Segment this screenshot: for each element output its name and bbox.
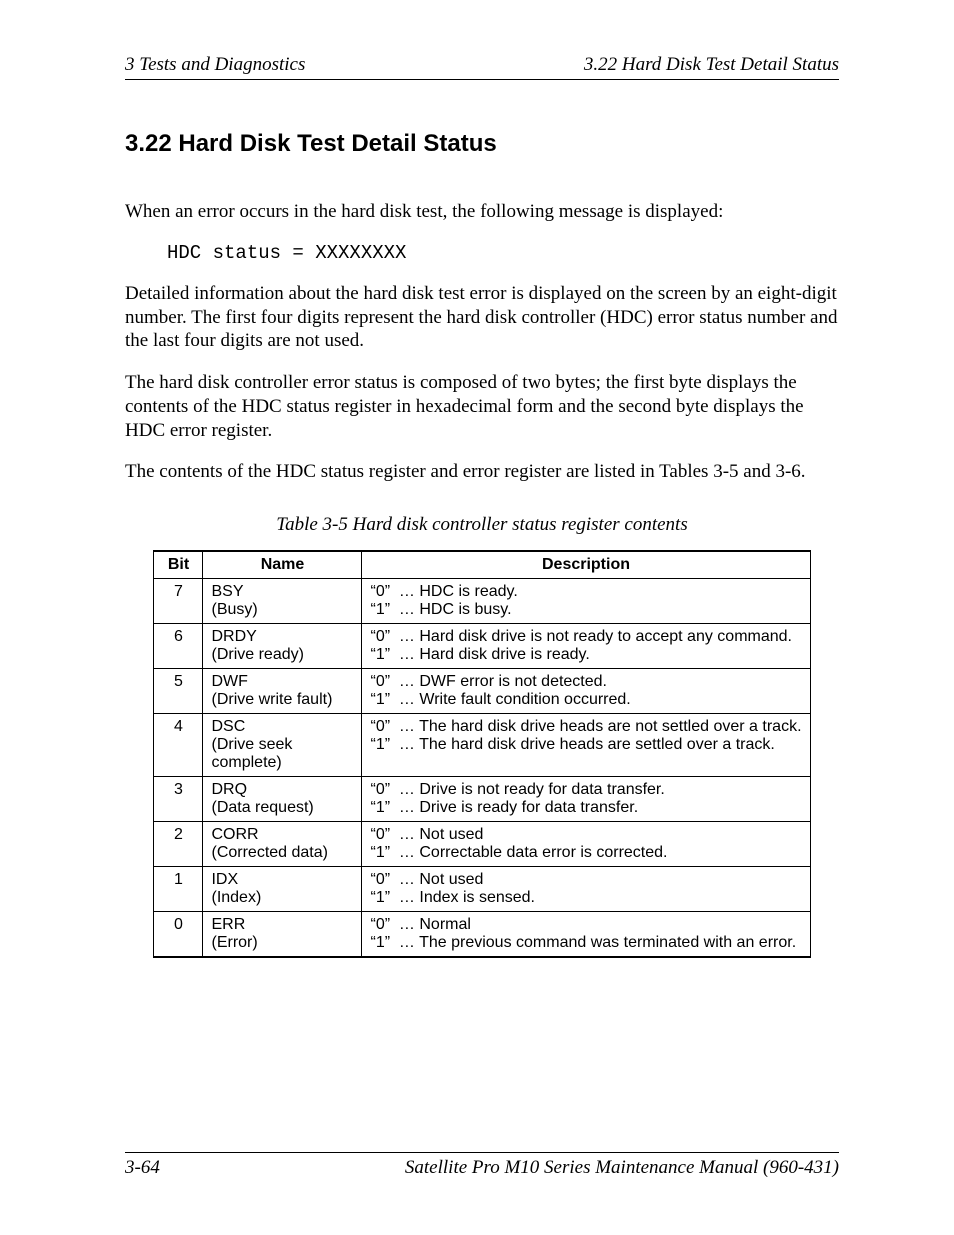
- cell-description: “0” … Normal“1” … The previous command w…: [362, 912, 810, 958]
- cell-name: DSC(Drive seek complete): [203, 714, 362, 777]
- footer-page-number: 3-64: [125, 1157, 160, 1179]
- cell-name: CORR(Corrected data): [203, 822, 362, 867]
- col-header-desc: Description: [362, 551, 810, 579]
- cell-name: IDX(Index): [203, 867, 362, 912]
- section-title: 3.22 Hard Disk Test Detail Status: [125, 130, 839, 158]
- table-row: 5DWF(Drive write fault)“0” … DWF error i…: [154, 669, 810, 714]
- cell-description: “0” … DWF error is not detected.“1” … Wr…: [362, 669, 810, 714]
- table-row: 4DSC(Drive seek complete)“0” … The hard …: [154, 714, 810, 777]
- cell-description: “0” … Not used“1” … Index is sensed.: [362, 867, 810, 912]
- status-register-table: Bit Name Description 7BSY(Busy)“0” … HDC…: [153, 550, 810, 958]
- table-body: 7BSY(Busy)“0” … HDC is ready.“1” … HDC i…: [154, 579, 810, 958]
- cell-bit: 3: [154, 777, 203, 822]
- cell-bit: 6: [154, 624, 203, 669]
- header-right: 3.22 Hard Disk Test Detail Status: [584, 54, 839, 76]
- cell-bit: 1: [154, 867, 203, 912]
- table-row: 6DRDY(Drive ready)“0” … Hard disk drive …: [154, 624, 810, 669]
- table-caption: Table 3-5 Hard disk controller status re…: [125, 514, 839, 536]
- cell-name: DWF(Drive write fault): [203, 669, 362, 714]
- cell-description: “0” … HDC is ready.“1” … HDC is busy.: [362, 579, 810, 624]
- page-footer: 3-64 Satellite Pro M10 Series Maintenanc…: [125, 1152, 839, 1179]
- cell-bit: 4: [154, 714, 203, 777]
- cell-bit: 0: [154, 912, 203, 958]
- cell-bit: 2: [154, 822, 203, 867]
- header-left: 3 Tests and Diagnostics: [125, 54, 305, 76]
- col-header-name: Name: [203, 551, 362, 579]
- cell-bit: 7: [154, 579, 203, 624]
- table-row: 1IDX(Index)“0” … Not used“1” … Index is …: [154, 867, 810, 912]
- code-sample: HDC status = XXXXXXXX: [167, 242, 839, 264]
- paragraph-tables-ref: The contents of the HDC status register …: [125, 460, 839, 484]
- paragraph-bytes: The hard disk controller error status is…: [125, 371, 839, 442]
- col-header-bit: Bit: [154, 551, 203, 579]
- table-row: 2CORR(Corrected data)“0” … Not used“1” ……: [154, 822, 810, 867]
- cell-bit: 5: [154, 669, 203, 714]
- cell-description: “0” … Hard disk drive is not ready to ac…: [362, 624, 810, 669]
- cell-name: BSY(Busy): [203, 579, 362, 624]
- cell-description: “0” … Drive is not ready for data transf…: [362, 777, 810, 822]
- cell-description: “0” … Not used“1” … Correctable data err…: [362, 822, 810, 867]
- paragraph-detail: Detailed information about the hard disk…: [125, 282, 839, 353]
- table-row: 7BSY(Busy)“0” … HDC is ready.“1” … HDC i…: [154, 579, 810, 624]
- footer-manual-title: Satellite Pro M10 Series Maintenance Man…: [405, 1157, 839, 1179]
- paragraph-intro: When an error occurs in the hard disk te…: [125, 200, 839, 224]
- page-header: 3 Tests and Diagnostics 3.22 Hard Disk T…: [125, 54, 839, 80]
- cell-description: “0” … The hard disk drive heads are not …: [362, 714, 810, 777]
- table-row: 0ERR(Error)“0” … Normal“1” … The previou…: [154, 912, 810, 958]
- cell-name: ERR(Error): [203, 912, 362, 958]
- cell-name: DRDY(Drive ready): [203, 624, 362, 669]
- table-header-row: Bit Name Description: [154, 551, 810, 579]
- table-row: 3DRQ(Data request)“0” … Drive is not rea…: [154, 777, 810, 822]
- page: 3 Tests and Diagnostics 3.22 Hard Disk T…: [0, 0, 954, 1235]
- cell-name: DRQ(Data request): [203, 777, 362, 822]
